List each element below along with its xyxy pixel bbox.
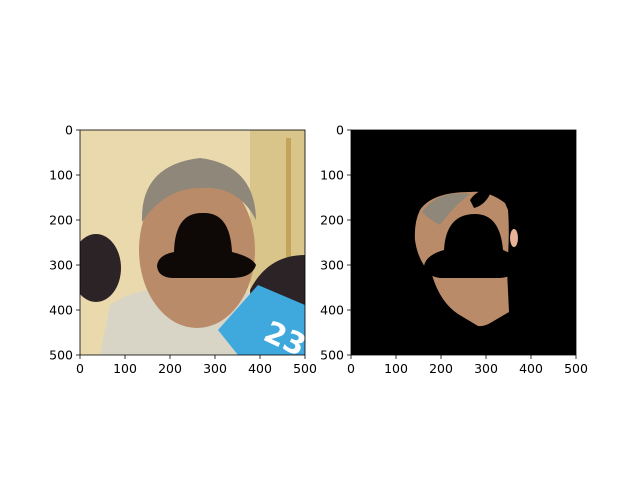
y-tick-label: 300	[320, 258, 344, 273]
x-tick-label: 300	[203, 361, 227, 376]
x-tick-label: 400	[519, 361, 543, 376]
y-tick-label: 400	[320, 303, 344, 318]
x-tick-label: 200	[158, 361, 182, 376]
x-tick-label: 0	[347, 361, 355, 376]
x-tick-label: 100	[113, 361, 137, 376]
y-tick-label: 500	[320, 348, 344, 363]
left-axes-frame	[79, 129, 306, 356]
x-tick-label: 200	[429, 361, 453, 376]
left-microphone	[80, 234, 121, 302]
x-tick-label: 400	[248, 361, 272, 376]
y-tick-label: 0	[336, 123, 344, 138]
mask-ear	[510, 229, 518, 247]
blackout-hat	[157, 212, 256, 278]
mic-flag	[218, 285, 305, 355]
x-tick-label: 100	[384, 361, 408, 376]
hair	[141, 158, 256, 222]
mask-hair-gap	[470, 189, 492, 208]
mask-hat-cutout	[424, 214, 518, 278]
y-tick-label: 200	[320, 213, 344, 228]
y-tick-label: 500	[49, 348, 73, 363]
mask-hair-region	[422, 193, 470, 225]
y-tick-label: 100	[49, 168, 73, 183]
y-tick-label: 100	[320, 168, 344, 183]
x-tick-label: 500	[293, 361, 317, 376]
x-tick-label: 300	[474, 361, 498, 376]
right-axes-frame	[350, 129, 577, 356]
y-tick-label: 0	[65, 123, 73, 138]
x-tick-label: 0	[76, 361, 84, 376]
door-frame	[286, 138, 291, 268]
x-tick-label: 500	[564, 361, 588, 376]
y-tick-label: 400	[49, 303, 73, 318]
y-tick-label: 200	[49, 213, 73, 228]
y-tick-label: 300	[49, 258, 73, 273]
mask-image	[351, 130, 576, 355]
photo-image: 23	[80, 130, 305, 355]
